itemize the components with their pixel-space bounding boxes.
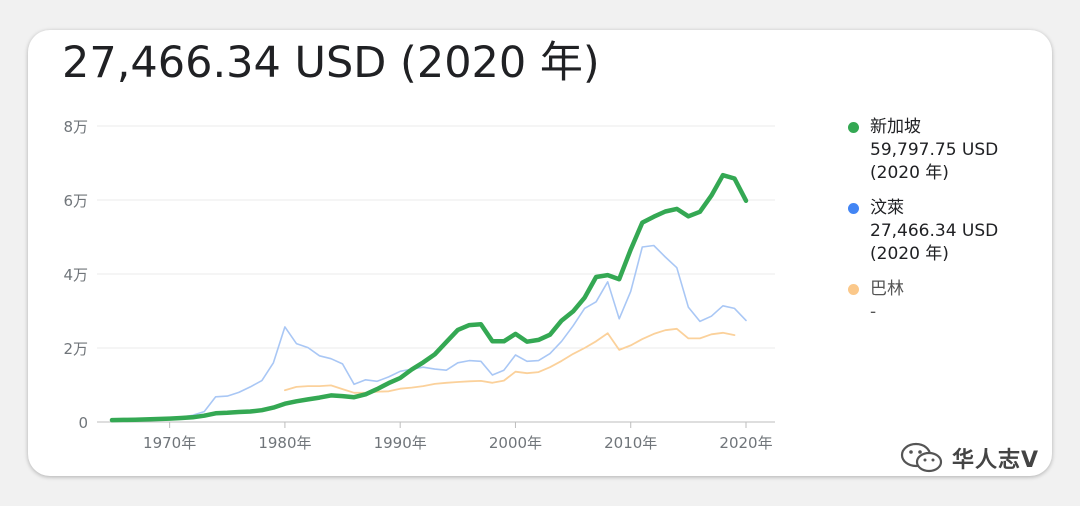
legend-series-value: - (870, 302, 877, 322)
legend-series-name: 新加坡 (870, 117, 921, 137)
headline-value: 27,466.34 USD (2020 年) (62, 38, 600, 88)
legend-series-value: 59,797.75 USD (870, 140, 999, 160)
legend-dot (848, 284, 859, 295)
legend-item-brunei[interactable]: 汶萊 27,466.34 USD (2020 年) (848, 197, 1048, 266)
y-tick-label: 0 (78, 414, 88, 432)
chart-card (28, 30, 1052, 476)
legend-series-year: (2020 年) (870, 163, 949, 183)
x-tick-label: 2020年 (719, 434, 772, 452)
legend-series-name: 汶萊 (870, 198, 904, 218)
y-tick-label: 8万 (63, 118, 88, 136)
series-line-bahrain[interactable] (284, 327, 736, 394)
legend-series-value: 27,466.34 USD (870, 221, 999, 241)
chart-legend: 新加坡 59,797.75 USD (2020 年) 汶萊 27,466.34 … (848, 116, 1048, 336)
watermark-text: 华人志V (952, 448, 1040, 473)
legend-item-bahrain[interactable]: 巴林 - (848, 278, 1048, 324)
legend-dot (848, 203, 859, 214)
x-tick-label: 1970年 (143, 434, 196, 452)
y-tick-label: 4万 (63, 266, 88, 284)
wechat-icon (900, 442, 943, 473)
legend-series-name: 巴林 (870, 279, 904, 299)
series-line-singapore[interactable] (109, 172, 749, 423)
legend-item-singapore[interactable]: 新加坡 59,797.75 USD (2020 年) (848, 116, 1048, 185)
watermark: 华人志V (900, 440, 1039, 476)
x-tick-label: 2010年 (604, 434, 657, 452)
legend-dot (848, 122, 859, 133)
series-line-brunei[interactable] (111, 244, 747, 420)
legend-series-year: (2020 年) (870, 244, 949, 264)
y-tick-label: 6万 (63, 192, 88, 210)
x-tick-label: 1980年 (258, 434, 311, 452)
x-tick-label: 1990年 (374, 434, 427, 452)
y-tick-label: 2万 (63, 340, 88, 358)
x-tick-label: 2000年 (489, 434, 542, 452)
